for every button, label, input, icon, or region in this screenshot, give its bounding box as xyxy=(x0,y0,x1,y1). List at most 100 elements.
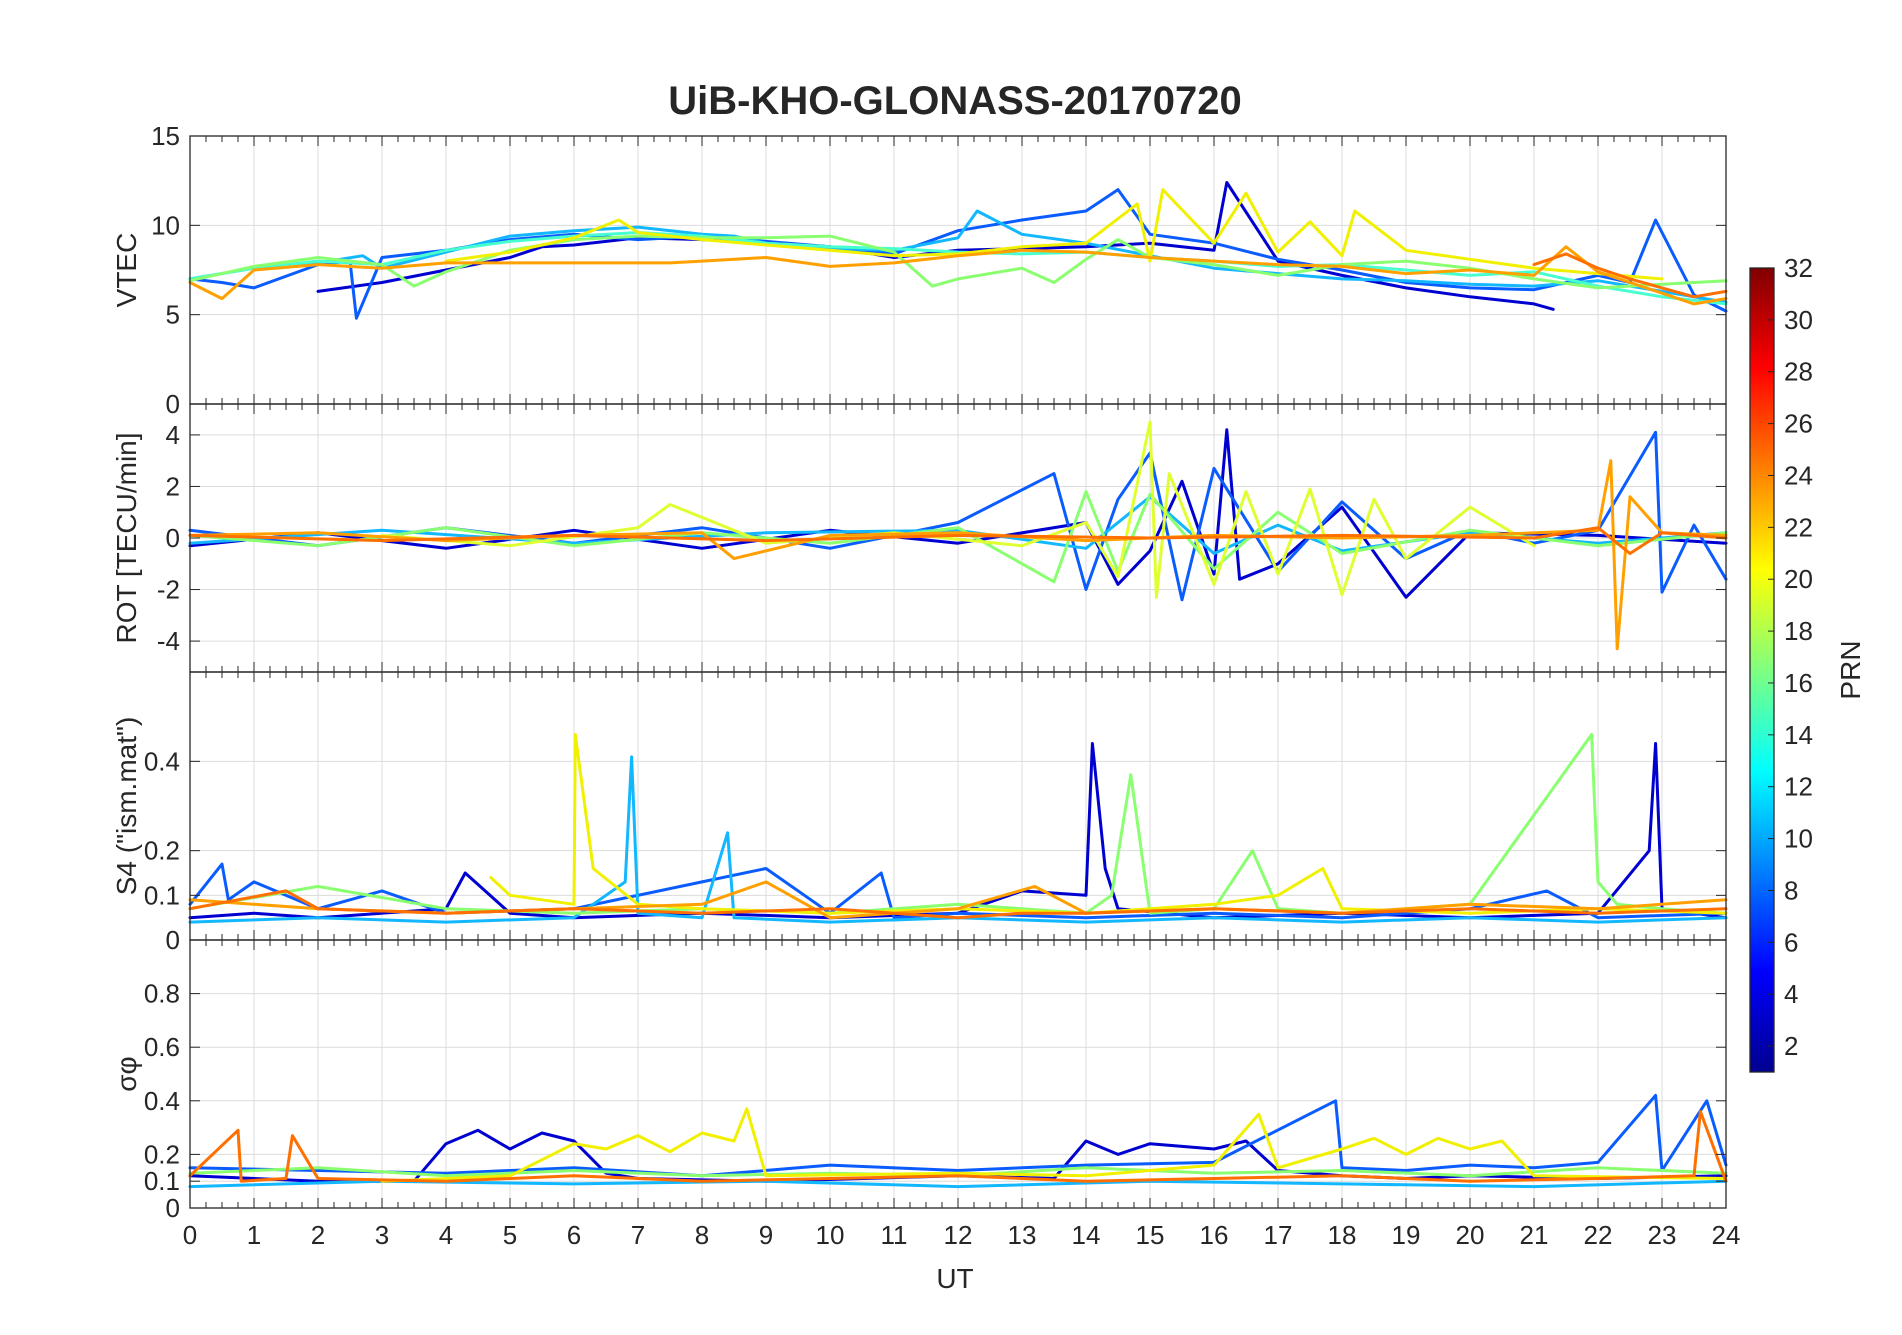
series-line-vtec-1 xyxy=(188,188,1728,320)
colorbar-tick-label: 24 xyxy=(1784,460,1813,490)
colorbar-tick-label: 14 xyxy=(1784,720,1813,750)
panel-vtec: 0 5 10 15 VTEC xyxy=(111,121,1728,419)
x-tick-label: 21 xyxy=(1520,1220,1549,1250)
colorbar-tick-label: 26 xyxy=(1784,409,1813,439)
x-tick-label: 11 xyxy=(881,1220,908,1250)
x-tick-label: 9 xyxy=(759,1220,773,1250)
x-tick-label: 2 xyxy=(311,1220,325,1250)
colorbar-tick-label: 32 xyxy=(1784,253,1813,283)
x-tick-label: 18 xyxy=(1328,1220,1357,1250)
series-line-vtec-3 xyxy=(188,231,1728,306)
y-tick-label: 0.2 xyxy=(144,836,180,866)
colorbar-tick-label: 6 xyxy=(1784,927,1798,957)
x-tick-label: 0 xyxy=(183,1220,197,1250)
y-axis-label-sigma: σφ xyxy=(111,1056,142,1091)
grid-s4 xyxy=(189,672,1727,941)
y-tick-label: 15 xyxy=(151,121,180,151)
y-tick-label: 0.6 xyxy=(144,1032,180,1062)
series-line-vtec-2 xyxy=(188,209,1728,304)
series-line-s4-0 xyxy=(188,742,1728,920)
y-tick-label: 0.4 xyxy=(144,1086,180,1116)
series-group-sigma xyxy=(188,1093,1728,1189)
x-tick-label: 5 xyxy=(503,1220,517,1250)
colorbar-tick-label: 20 xyxy=(1784,564,1813,594)
y-tick-label: -2 xyxy=(157,575,180,605)
colorbar-tick-label: 28 xyxy=(1784,357,1813,387)
x-tick-label: 12 xyxy=(944,1220,973,1250)
y-tick-label: -4 xyxy=(157,626,180,656)
colorbar-tick-label: 2 xyxy=(1784,1031,1798,1061)
x-tick-label: 23 xyxy=(1648,1220,1677,1250)
series-group-vtec xyxy=(188,181,1728,320)
chart-title: UiB-KHO-GLONASS-20170720 xyxy=(668,79,1242,123)
colorbar-label: PRN xyxy=(1835,640,1866,699)
series-line-sigma-4 xyxy=(380,1107,1728,1183)
y-tick-label: 0.1 xyxy=(144,880,180,910)
series-line-s4-2 xyxy=(188,755,1728,924)
panel-s4: 0 0.1 0.2 0.4S4 ("ism.mat") xyxy=(111,671,1728,955)
colorbar-tick-label: 12 xyxy=(1784,772,1813,802)
x-tick-label: 15 xyxy=(1136,1220,1165,1250)
panel-sigma: 00.10.2 0.4 0.6 0.8 σφ xyxy=(111,939,1728,1223)
x-tick-label: 7 xyxy=(631,1220,645,1250)
series-line-s4-6 xyxy=(188,889,1728,920)
series-line-rot-3 xyxy=(188,490,1728,584)
colorbar-tick-label: 30 xyxy=(1784,305,1813,335)
series-line-rot-4 xyxy=(380,420,1536,599)
y-tick-label: 0 xyxy=(166,523,180,553)
series-line-sigma-5 xyxy=(188,1110,1728,1183)
y-axis-label-rot: ROT [TECU/min] xyxy=(111,432,142,643)
x-tick-label: 14 xyxy=(1072,1220,1101,1250)
series-line-vtec-0 xyxy=(316,181,1555,311)
series-group-s4 xyxy=(188,733,1728,924)
panel-rot: -4 -2 0 2 4 ROT [TECU/min] xyxy=(111,403,1728,673)
x-tick-label: 6 xyxy=(567,1220,581,1250)
y-tick-label: 0.1 xyxy=(144,1166,180,1196)
series-group-rot xyxy=(188,420,1728,651)
x-tick-label: 17 xyxy=(1264,1220,1293,1250)
x-tick-label: 3 xyxy=(375,1220,389,1250)
series-line-rot-6 xyxy=(188,526,1728,555)
grid-sigma xyxy=(189,940,1727,1209)
series-line-vtec-4 xyxy=(188,234,1728,290)
x-tick-label: 10 xyxy=(816,1220,845,1250)
x-tick-label: 24 xyxy=(1712,1220,1741,1250)
y-tick-label: 0 xyxy=(166,389,180,419)
y-tick-label: 2 xyxy=(166,471,180,501)
x-tick-label: 22 xyxy=(1584,1220,1613,1250)
y-tick-label: 0.2 xyxy=(144,1139,180,1169)
x-tick-label: 4 xyxy=(439,1220,453,1250)
y-tick-label: 0 xyxy=(166,925,180,955)
x-tick-label: 20 xyxy=(1456,1220,1485,1250)
y-tick-label: 10 xyxy=(151,210,180,240)
y-tick-label: 0.8 xyxy=(144,979,180,1009)
y-tick-label: 0.4 xyxy=(144,746,180,776)
series-line-sigma-1 xyxy=(188,1093,1728,1178)
series-line-vtec-7 xyxy=(1532,252,1728,299)
y-tick-label: 4 xyxy=(166,420,180,450)
x-tick-label: 8 xyxy=(695,1220,709,1250)
y-axis-label-vtec: VTEC xyxy=(111,233,142,308)
x-axis-label: UT xyxy=(936,1263,973,1294)
colorbar-tick-label: 22 xyxy=(1784,512,1813,542)
y-tick-label: 0 xyxy=(166,1193,180,1223)
colorbar-tick-label: 4 xyxy=(1784,979,1798,1009)
x-tick-label: 13 xyxy=(1008,1220,1037,1250)
colorbar-scale xyxy=(1749,267,1775,1073)
colorbar-tick-label: 10 xyxy=(1784,824,1813,854)
x-tick-label: 16 xyxy=(1200,1220,1229,1250)
colorbar-tick-label: 18 xyxy=(1784,616,1813,646)
y-axis-label-s4: S4 ("ism.mat") xyxy=(111,717,142,896)
x-tick-label: 19 xyxy=(1392,1220,1421,1250)
colorbar-tick-label: 16 xyxy=(1784,668,1813,698)
x-tick-label: 1 xyxy=(247,1220,261,1250)
y-tick-label: 5 xyxy=(166,300,180,330)
series-line-vtec-5 xyxy=(444,188,1664,281)
colorbar-tick-label: 8 xyxy=(1784,875,1798,905)
grid-vtec xyxy=(189,135,1727,405)
series-line-vtec-6 xyxy=(188,245,1728,306)
